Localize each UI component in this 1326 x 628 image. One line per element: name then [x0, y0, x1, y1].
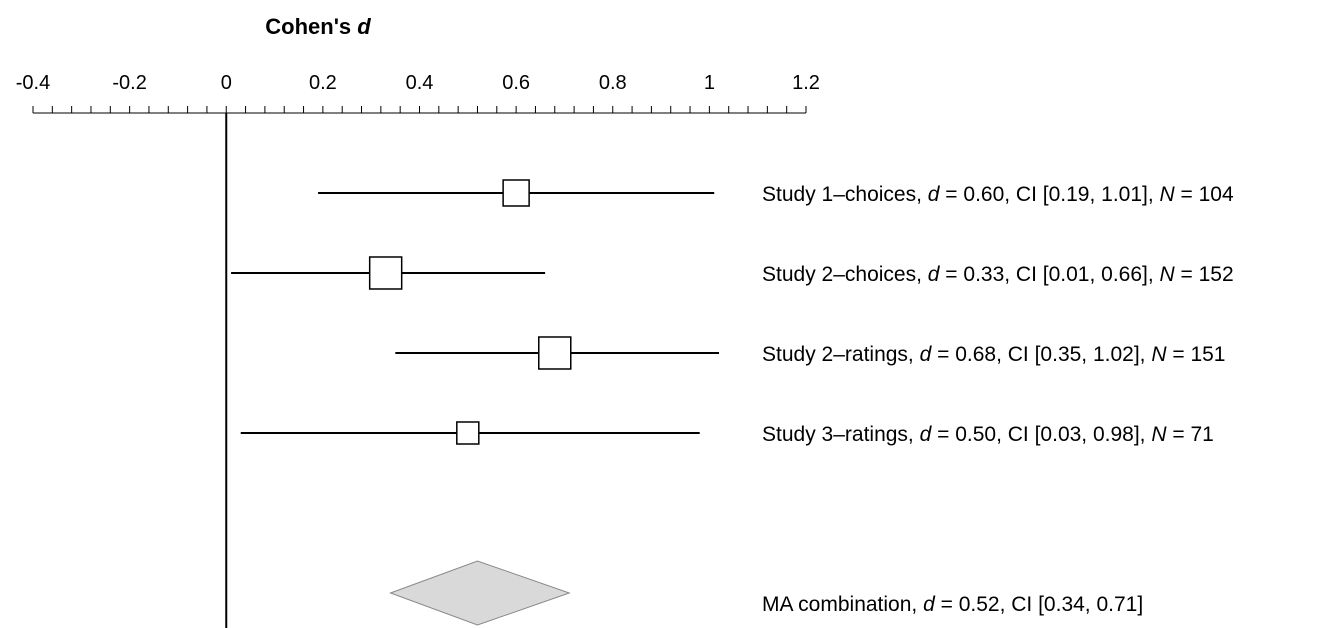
study-label: Study 1–choices, d = 0.60, CI [0.19, 1.0…	[762, 183, 1234, 206]
x-tick-label: 1	[704, 72, 715, 94]
study-row: Study 1–choices, d = 0.60, CI [0.19, 1.0…	[318, 179, 1234, 207]
study-label: MA combination, d = 0.52, CI [0.34, 0.71…	[762, 593, 1143, 616]
study-label: Study 2–ratings, d = 0.68, CI [0.35, 1.0…	[762, 343, 1226, 366]
x-tick-label: 0.8	[599, 72, 627, 94]
effect-marker	[456, 421, 480, 445]
study-row: Study 2–choices, d = 0.33, CI [0.01, 0.6…	[231, 256, 1234, 290]
x-tick-label: 1.2	[792, 72, 820, 94]
meta-analysis-combination: MA combination, d = 0.52, CI [0.34, 0.71…	[389, 560, 1143, 626]
x-tick-label: 0	[221, 72, 232, 94]
study-row: Study 2–ratings, d = 0.68, CI [0.35, 1.0…	[395, 336, 1226, 370]
study-rows: Study 1–choices, d = 0.60, CI [0.19, 1.0…	[231, 179, 1234, 446]
x-tick-label: 0.6	[502, 72, 530, 94]
combined-diamond	[389, 560, 571, 626]
study-label: Study 2–choices, d = 0.33, CI [0.01, 0.6…	[762, 263, 1234, 286]
effect-marker	[538, 336, 572, 370]
x-tick-label: 0.2	[309, 72, 337, 94]
effect-marker	[368, 256, 403, 290]
x-tick-label: -0.2	[112, 72, 146, 94]
x-tick-label: -0.4	[16, 72, 50, 94]
x-tick-label: 0.4	[406, 72, 434, 94]
study-row: Study 3–ratings, d = 0.50, CI [0.03, 0.9…	[240, 421, 1214, 446]
x-axis: -0.4 -0.2 0 0.2 0.4 0.6 0.8 1 1.2	[16, 72, 820, 114]
chart-title: Cohen's d	[265, 14, 371, 39]
effect-marker	[502, 179, 530, 207]
study-label: Study 3–ratings, d = 0.50, CI [0.03, 0.9…	[762, 423, 1214, 446]
